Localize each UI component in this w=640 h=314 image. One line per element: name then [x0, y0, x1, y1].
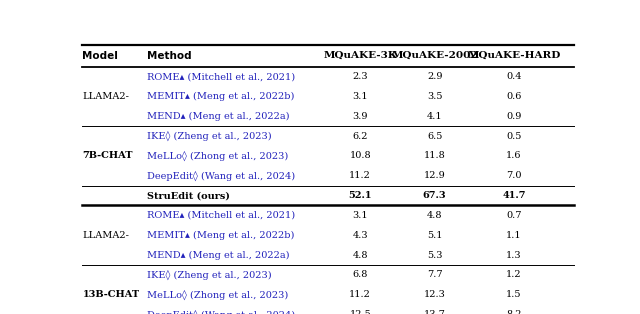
- Text: 1.3: 1.3: [506, 251, 522, 260]
- Text: 5.3: 5.3: [427, 251, 442, 260]
- Text: 5.1: 5.1: [427, 231, 442, 240]
- Text: MEMIT▴ (Meng et al., 2022b): MEMIT▴ (Meng et al., 2022b): [147, 231, 294, 240]
- Text: Method: Method: [147, 51, 191, 61]
- Text: 0.6: 0.6: [506, 92, 522, 101]
- Text: MeLLo◊ (Zhong et al., 2023): MeLLo◊ (Zhong et al., 2023): [147, 151, 288, 161]
- Text: MQuAKE-HARD: MQuAKE-HARD: [467, 51, 561, 60]
- Text: 7.7: 7.7: [427, 270, 442, 279]
- Text: 52.1: 52.1: [349, 191, 372, 200]
- Text: IKE◊ (Zheng et al., 2023): IKE◊ (Zheng et al., 2023): [147, 270, 271, 280]
- Text: 7.0: 7.0: [506, 171, 522, 180]
- Text: 3.5: 3.5: [427, 92, 442, 101]
- Text: 13B-CHAT: 13B-CHAT: [83, 290, 140, 299]
- Text: 13.7: 13.7: [424, 310, 445, 314]
- Text: DeepEdit◊ (Wang et al., 2024): DeepEdit◊ (Wang et al., 2024): [147, 309, 295, 314]
- Text: 1.6: 1.6: [506, 151, 522, 160]
- Text: 3.1: 3.1: [353, 211, 368, 220]
- Text: 12.3: 12.3: [424, 290, 445, 299]
- Text: 4.8: 4.8: [353, 251, 368, 260]
- Text: DeepEdit◊ (Wang et al., 2024): DeepEdit◊ (Wang et al., 2024): [147, 171, 295, 181]
- Text: ROME▴ (Mitchell et al., 2021): ROME▴ (Mitchell et al., 2021): [147, 72, 295, 81]
- Text: 4.1: 4.1: [427, 112, 442, 121]
- Text: 0.9: 0.9: [506, 112, 522, 121]
- Text: 6.2: 6.2: [353, 132, 368, 141]
- Text: IKE◊ (Zheng et al., 2023): IKE◊ (Zheng et al., 2023): [147, 131, 271, 141]
- Text: ROME▴ (Mitchell et al., 2021): ROME▴ (Mitchell et al., 2021): [147, 211, 295, 220]
- Text: 4.8: 4.8: [427, 211, 442, 220]
- Text: 2.9: 2.9: [427, 72, 442, 81]
- Text: MeLLo◊ (Zhong et al., 2023): MeLLo◊ (Zhong et al., 2023): [147, 290, 288, 300]
- Text: 41.7: 41.7: [502, 191, 525, 200]
- Text: 12.9: 12.9: [424, 171, 445, 180]
- Text: 11.2: 11.2: [349, 171, 371, 180]
- Text: MEMIT▴ (Meng et al., 2022b): MEMIT▴ (Meng et al., 2022b): [147, 92, 294, 101]
- Text: 10.8: 10.8: [349, 151, 371, 160]
- Text: StruEdit (ours): StruEdit (ours): [147, 191, 230, 200]
- Text: Model: Model: [83, 51, 118, 61]
- Text: MEND▴ (Meng et al., 2022a): MEND▴ (Meng et al., 2022a): [147, 251, 289, 260]
- Text: 1.5: 1.5: [506, 290, 522, 299]
- Text: 3.1: 3.1: [353, 92, 368, 101]
- Text: 6.8: 6.8: [353, 270, 368, 279]
- Text: MQuAKE-3K: MQuAKE-3K: [323, 51, 397, 60]
- Text: 11.8: 11.8: [424, 151, 445, 160]
- Text: 0.4: 0.4: [506, 72, 522, 81]
- Text: MEND▴ (Meng et al., 2022a): MEND▴ (Meng et al., 2022a): [147, 112, 289, 121]
- Text: 0.5: 0.5: [506, 132, 522, 141]
- Text: 3.9: 3.9: [353, 112, 368, 121]
- Text: MQuAKE-2002: MQuAKE-2002: [391, 51, 478, 60]
- Text: 67.3: 67.3: [423, 191, 447, 200]
- Text: 1.2: 1.2: [506, 270, 522, 279]
- Text: LLAMA2-: LLAMA2-: [83, 231, 129, 240]
- Text: 7B-CHAT: 7B-CHAT: [83, 151, 133, 160]
- Text: 12.5: 12.5: [349, 310, 371, 314]
- Text: 1.1: 1.1: [506, 231, 522, 240]
- Text: 8.2: 8.2: [506, 310, 522, 314]
- Text: 6.5: 6.5: [427, 132, 442, 141]
- Text: LLAMA2-: LLAMA2-: [83, 92, 129, 101]
- Text: 4.3: 4.3: [353, 231, 368, 240]
- Text: 2.3: 2.3: [353, 72, 368, 81]
- Text: 11.2: 11.2: [349, 290, 371, 299]
- Text: 0.7: 0.7: [506, 211, 522, 220]
